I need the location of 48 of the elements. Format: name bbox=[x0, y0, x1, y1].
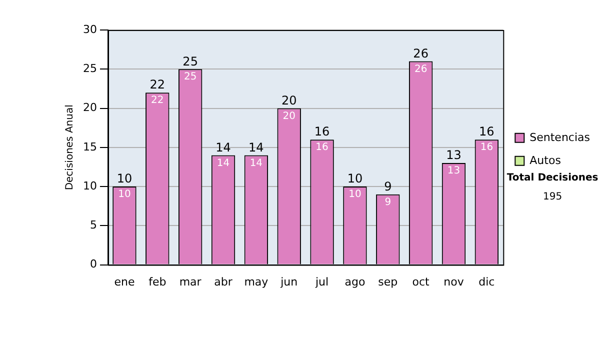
data-label: 25 bbox=[184, 72, 197, 83]
y-tick-label: 0 bbox=[90, 258, 97, 271]
legend-label: Sentencias bbox=[530, 130, 590, 144]
y-axis-title: Decisiones Anual bbox=[64, 104, 76, 190]
x-tick-label: nov bbox=[444, 275, 464, 288]
data-label: 9 bbox=[384, 196, 392, 208]
x-tick-label: sep bbox=[378, 275, 398, 288]
total-label: 14 bbox=[248, 140, 264, 154]
total-label: 9 bbox=[384, 179, 392, 194]
data-label: 22 bbox=[151, 95, 164, 106]
x-tick-label: dic bbox=[478, 275, 495, 288]
x-tick-label: mar bbox=[179, 275, 202, 288]
x-tick-label: abr bbox=[214, 275, 233, 288]
x-tick-label: jun bbox=[280, 275, 298, 288]
data-label: 26 bbox=[414, 64, 428, 75]
y-tick-label: 20 bbox=[82, 101, 97, 114]
x-tick-label: feb bbox=[148, 275, 166, 288]
total-label: 14 bbox=[216, 140, 231, 154]
y-tick-label: 15 bbox=[82, 140, 97, 154]
x-tick-label: may bbox=[244, 275, 269, 288]
total-label: 16 bbox=[314, 124, 330, 139]
y-tick-label: 5 bbox=[90, 218, 97, 232]
text: Total Decisiones bbox=[506, 172, 598, 184]
data-label: 10 bbox=[348, 189, 362, 200]
total-label: 13 bbox=[446, 148, 462, 162]
total-label: 22 bbox=[150, 78, 166, 92]
total-label: 20 bbox=[281, 93, 297, 108]
data-label: 10 bbox=[118, 189, 131, 200]
total-label: 10 bbox=[347, 172, 363, 186]
total-label: 26 bbox=[413, 46, 428, 60]
data-label: 13 bbox=[447, 166, 460, 177]
total-label: 16 bbox=[479, 124, 494, 139]
data-label: 14 bbox=[250, 158, 263, 169]
data-label: 16 bbox=[316, 142, 328, 154]
y-tick-label: 10 bbox=[82, 179, 97, 192]
total-label: 25 bbox=[182, 54, 198, 68]
x-tick-label: jul bbox=[314, 275, 329, 288]
data-label: 14 bbox=[216, 158, 230, 169]
x-tick-label: ago bbox=[344, 275, 366, 288]
y-tick-label: 30 bbox=[82, 22, 97, 36]
x-tick-label: oct bbox=[412, 275, 430, 288]
data-label: 16 bbox=[480, 142, 494, 154]
y-tick-label: 25 bbox=[82, 62, 97, 75]
total-label: 10 bbox=[116, 172, 132, 186]
x-tick-label: ene bbox=[114, 275, 135, 288]
text: 195 bbox=[543, 192, 562, 203]
legend-label: Autos bbox=[530, 154, 562, 167]
data-label: 20 bbox=[282, 110, 296, 122]
